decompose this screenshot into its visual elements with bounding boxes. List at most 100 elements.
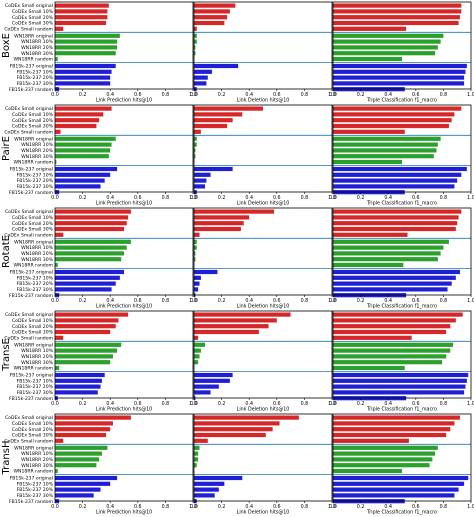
category-tick-label: CoDEx Small random xyxy=(4,438,53,444)
category-tick-label: CoDEx Small 20% xyxy=(12,221,54,227)
bar xyxy=(333,427,451,432)
category-tick-label: CoDEx Small original xyxy=(5,415,53,421)
bar xyxy=(333,287,448,292)
x-tick-label: 0.6 xyxy=(134,195,142,201)
bar xyxy=(55,123,97,129)
bar xyxy=(55,239,131,244)
bar xyxy=(194,451,199,456)
x-tick-label: 0.8 xyxy=(162,504,170,510)
bar xyxy=(55,75,111,80)
bar xyxy=(55,335,64,340)
bar xyxy=(194,312,291,317)
bar xyxy=(55,432,107,438)
bar xyxy=(333,245,444,250)
x-tick-label: 1.0 xyxy=(189,92,197,98)
bar xyxy=(55,142,112,147)
bar xyxy=(55,45,118,50)
category-tick-label: WN18RR 20% xyxy=(21,457,54,463)
x-axis-label: Link Prediction hits@10 xyxy=(96,304,152,310)
bar xyxy=(333,457,433,462)
bar xyxy=(55,451,102,456)
bar xyxy=(333,106,462,111)
bar xyxy=(333,3,462,8)
bar xyxy=(333,251,441,256)
bar xyxy=(55,3,109,8)
x-tick-label: 0.8 xyxy=(162,298,170,304)
x-tick-label: 0.4 xyxy=(245,504,253,510)
x-axis-label: Link Deletion hits@10 xyxy=(237,98,290,104)
x-tick-label: 0.8 xyxy=(301,195,309,201)
axes-frame xyxy=(332,1,472,90)
panel-rotate-2: 0.0 0.2 0.4 0.6 0.8 1.0 Link Deletion hits@10 xyxy=(190,207,336,310)
bar xyxy=(55,378,102,383)
bar xyxy=(194,136,197,141)
category-tick-label: WN18RR 30% xyxy=(21,257,54,263)
category-tick-label: CoDEx Small 10% xyxy=(12,215,54,221)
bar xyxy=(333,63,467,69)
category-tick-label: CoDEx Small 30% xyxy=(12,21,54,27)
category-tick-label: FB15k-237 random xyxy=(9,293,54,299)
axes-frame xyxy=(54,104,194,193)
axes-frame xyxy=(332,413,472,502)
category-tick-label: CoDEx Small 30% xyxy=(12,330,54,336)
bar xyxy=(333,415,460,420)
bar xyxy=(55,136,116,141)
bar xyxy=(55,69,112,74)
bar xyxy=(333,123,449,129)
bar xyxy=(333,318,456,323)
category-tick-label: FB15k-237 random xyxy=(9,87,54,93)
bar xyxy=(55,226,124,232)
category-tick-label: FB15k-237 random xyxy=(9,190,54,196)
x-tick-label: 1.0 xyxy=(328,401,336,407)
bar xyxy=(194,142,197,147)
category-tick-label: FB15k-237 30% xyxy=(17,184,54,190)
bar xyxy=(194,3,236,8)
bar xyxy=(194,415,299,420)
bar xyxy=(55,354,113,359)
bar xyxy=(194,166,233,172)
bar xyxy=(55,178,105,183)
bar xyxy=(194,427,273,432)
bar xyxy=(194,245,197,250)
bar xyxy=(55,421,113,426)
bar xyxy=(333,269,460,275)
category-tick-label: FB15k-237 10% xyxy=(17,481,54,487)
bar xyxy=(55,390,98,395)
category-tick-label: WN18RR 30% xyxy=(21,360,54,366)
category-tick-label: WN18RR random xyxy=(14,263,54,269)
bar xyxy=(333,390,465,395)
bar xyxy=(333,438,409,443)
bar xyxy=(55,281,116,286)
model-label: TransH xyxy=(1,441,12,476)
category-tick-label: CoDEx Small 10% xyxy=(12,112,54,118)
x-tick-label: 1.0 xyxy=(189,298,197,304)
axes-frame xyxy=(54,413,194,502)
x-tick-label: 1.0 xyxy=(189,504,197,510)
x-tick-label: 0.2 xyxy=(79,401,87,407)
bar xyxy=(194,432,266,438)
bar xyxy=(333,445,438,450)
bar xyxy=(55,221,127,226)
bar xyxy=(194,324,269,329)
x-tick-label: 0.8 xyxy=(440,92,448,98)
bar xyxy=(333,148,437,153)
bar xyxy=(194,178,207,183)
bar xyxy=(333,56,402,62)
category-tick-label: FB15k-237 original xyxy=(10,167,53,173)
bar xyxy=(333,33,444,38)
bar xyxy=(333,39,441,44)
x-tick-label: 0.8 xyxy=(301,504,309,510)
x-tick-label: 0.8 xyxy=(440,195,448,201)
bar xyxy=(333,365,405,371)
bar xyxy=(194,281,200,286)
category-tick-label: CoDEx Small 10% xyxy=(12,9,54,15)
bar xyxy=(194,445,200,450)
bar xyxy=(333,262,404,268)
category-tick-label: WN18RR 20% xyxy=(21,45,54,51)
bar xyxy=(55,245,127,250)
bar xyxy=(55,112,104,117)
x-tick-label: 0.4 xyxy=(384,504,392,510)
category-tick-label: CoDEx Small 20% xyxy=(12,15,54,21)
